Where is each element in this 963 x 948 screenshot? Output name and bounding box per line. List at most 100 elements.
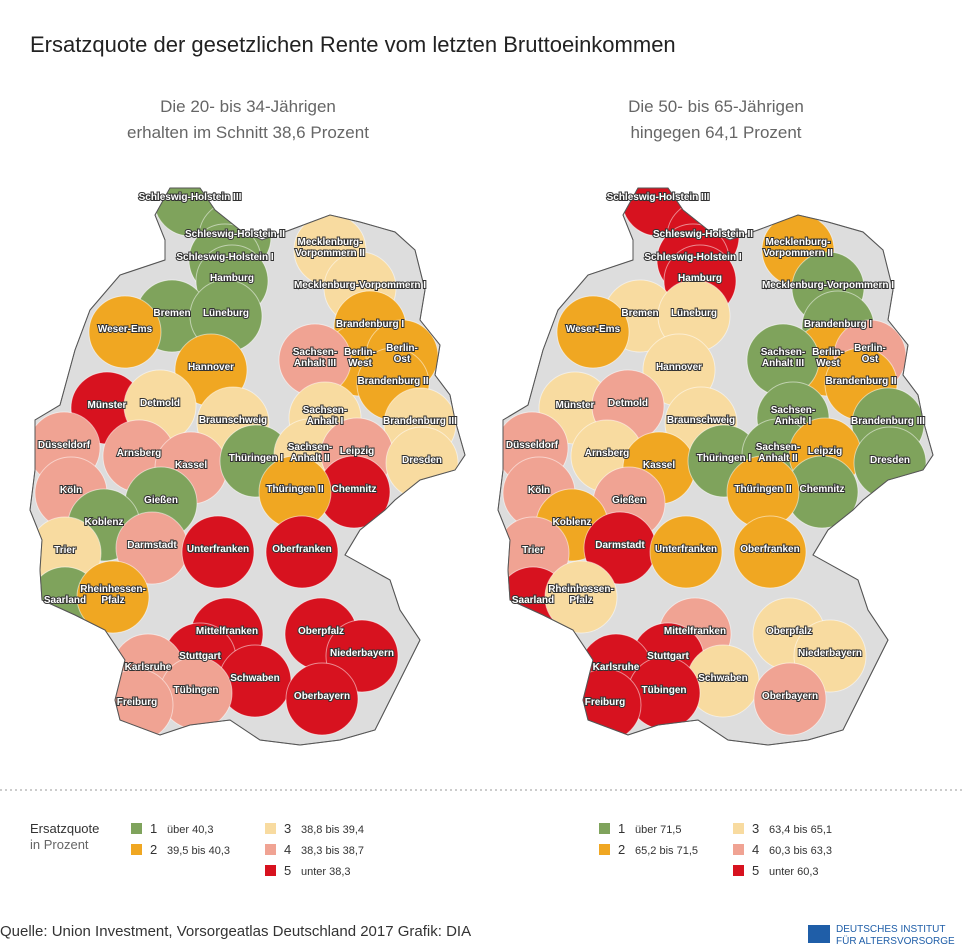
region-label-line: Vorpommern II: [763, 248, 833, 259]
region-label-line: Münster: [88, 400, 127, 411]
legend-swatch: [131, 823, 142, 834]
region-label: Oberbayern: [762, 691, 818, 702]
region-label: Rheinhessen-Pfalz: [80, 584, 146, 606]
legend-swatch: [733, 844, 744, 855]
region: [265, 515, 339, 589]
region-label: Niederbayern: [330, 648, 394, 659]
region-label-line: Darmstadt: [595, 540, 645, 551]
map-subtitle: Die 20- bis 34-Jährigen: [160, 97, 336, 116]
region-label: Mittelfranken: [196, 626, 258, 637]
region-label: Trier: [522, 545, 544, 556]
region-label: Köln: [60, 485, 82, 496]
region-label-line: Karlsruhe: [593, 662, 640, 673]
region-label-line: Schleswig-Holstein I: [644, 252, 741, 263]
region-label-line: Freiburg: [117, 697, 158, 708]
region-label-line: Hannover: [188, 362, 234, 373]
region: [285, 662, 359, 736]
region-label-line: Hannover: [656, 362, 702, 373]
region-label: Freiburg: [117, 697, 158, 708]
region-label: Sachsen-Anhalt I: [771, 405, 815, 427]
region-label-line: Düsseldorf: [38, 440, 91, 451]
region-label-line: Brandenburg III: [851, 416, 925, 427]
legend-label: 65,2 bis 71,5: [635, 845, 698, 857]
region-label-line: Koblenz: [553, 517, 592, 528]
legend-class: 1: [150, 821, 157, 836]
region-label: Sachsen-Anhalt II: [756, 442, 800, 464]
region-label-line: Pfalz: [569, 595, 592, 606]
region-label-line: Schleswig-Holstein I: [176, 252, 273, 263]
region-label: Schleswig-Holstein II: [653, 229, 753, 240]
region-label: Brandenburg I: [804, 319, 873, 330]
region-label: Detmold: [608, 398, 648, 409]
region-label-line: Mittelfranken: [196, 626, 258, 637]
region: [556, 295, 630, 369]
region-label-line: Hamburg: [210, 273, 254, 284]
logo-line: FÜR ALTERSVORSORGE: [836, 935, 955, 947]
region-label-line: Chemnitz: [332, 484, 377, 495]
region-label-line: Berlin-: [812, 347, 844, 358]
region-label: Berlin-Ost: [386, 343, 418, 365]
region-label: Oberfranken: [740, 544, 799, 555]
country-border: [497, 187, 934, 746]
region-label: Karlsruhe: [593, 662, 640, 673]
region-label: Berlin-West: [344, 347, 376, 369]
region-label-line: Stuttgart: [647, 651, 689, 662]
region-label: Mecklenburg-Vorpommern II: [763, 237, 833, 259]
region-label: Lüneburg: [671, 308, 717, 319]
legend-label: 39,5 bis 40,3: [167, 845, 230, 857]
region-label-line: Ost: [394, 354, 411, 365]
legend-label: 63,4 bis 65,1: [769, 824, 832, 836]
region-label-line: Freiburg: [585, 697, 626, 708]
region-label-line: Koblenz: [85, 517, 124, 528]
map: Schleswig-Holstein III Schleswig-Holstein…: [497, 187, 934, 746]
region-label: Hamburg: [210, 273, 254, 284]
region-label-line: Chemnitz: [800, 484, 845, 495]
region-label-line: Leipzig: [808, 446, 842, 457]
region-label-line: Sachsen-: [293, 347, 337, 358]
region-label: Bremen: [153, 308, 190, 319]
region-label-line: Oberpfalz: [298, 626, 344, 637]
region-label: Brandenburg I: [336, 319, 405, 330]
region-label: Dresden: [402, 455, 442, 466]
legend-label: unter 38,3: [301, 866, 351, 878]
region-label-line: Anhalt III: [762, 358, 804, 369]
region-label-line: Arnsberg: [117, 448, 161, 459]
region-label: Mecklenburg-Vorpommern II: [295, 237, 365, 259]
region: [181, 515, 255, 589]
region-label-line: Stuttgart: [179, 651, 221, 662]
region-label: Oberpfalz: [298, 626, 344, 637]
region-label: Mecklenburg-Vorpommern I: [294, 280, 426, 291]
region-label-line: Tübingen: [642, 685, 687, 696]
legend-class: 5: [284, 863, 291, 878]
region-label: Düsseldorf: [506, 440, 559, 451]
region-label: Darmstadt: [595, 540, 645, 551]
region-label: Arnsberg: [585, 448, 629, 459]
region-label: Thüringen I: [697, 453, 752, 464]
region-label-line: Trier: [54, 545, 76, 556]
region-label: Weser-Ems: [98, 324, 153, 335]
region-label: Sachsen-Anhalt II: [288, 442, 332, 464]
region-label: Trier: [54, 545, 76, 556]
legend-label: 38,8 bis 39,4: [301, 824, 364, 836]
region-label: Kassel: [643, 460, 675, 471]
region-label-line: Detmold: [608, 398, 648, 409]
region-label: Thüringen II: [266, 484, 323, 495]
region-label-line: Schleswig-Holstein III: [607, 192, 710, 203]
region-label-line: Brandenburg II: [357, 376, 428, 387]
region-label-line: Brandenburg I: [804, 319, 873, 330]
region-label: Berlin-West: [812, 347, 844, 369]
logo: DEUTSCHES INSTITUT FÜR ALTERSVORSORGE: [808, 924, 955, 947]
region-label: Brandenburg III: [851, 416, 925, 427]
legend-swatch: [599, 844, 610, 855]
region-label: Arnsberg: [117, 448, 161, 459]
region-label-line: Lüneburg: [671, 308, 717, 319]
region-label: Dresden: [870, 455, 910, 466]
legend-class: 3: [284, 821, 291, 836]
region-label-line: Gießen: [612, 495, 646, 506]
legend-title: in Prozent: [30, 837, 89, 852]
region-label: Brandenburg II: [825, 376, 896, 387]
region-label-line: Pfalz: [101, 595, 124, 606]
region-label: Braunschweig: [667, 415, 735, 426]
map-subtitle: erhalten im Schnitt 38,6 Prozent: [127, 123, 369, 142]
region-label-line: Braunschweig: [667, 415, 735, 426]
